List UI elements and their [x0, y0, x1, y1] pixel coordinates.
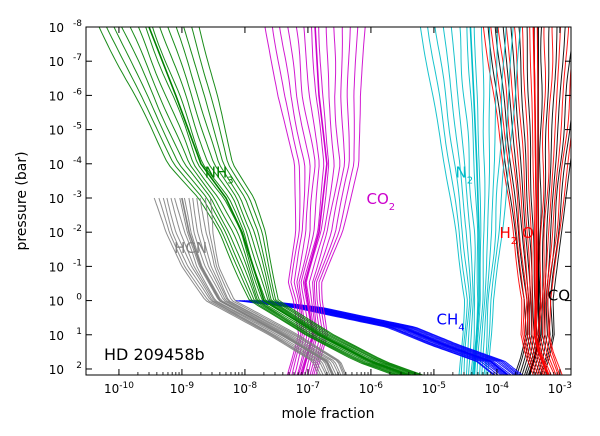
trace-co-7	[529, 27, 543, 375]
trace-nh3-11	[183, 27, 419, 375]
trace-co2-13	[315, 27, 366, 375]
trace-h2o-7	[535, 27, 550, 375]
trace-n2-1	[427, 27, 468, 375]
trace-hcn-9	[192, 197, 340, 375]
trace-nh3-2	[113, 27, 400, 375]
label-h2o: H2 O	[500, 224, 534, 247]
trace-h2o-5	[521, 27, 546, 375]
trace-n2-0	[419, 27, 465, 375]
trace-co-9	[534, 27, 558, 375]
trace-co-13	[543, 153, 571, 375]
trace-co-11	[539, 47, 571, 375]
trace-n2-8	[476, 27, 486, 375]
series-n2	[419, 27, 521, 375]
line-n2	[469, 27, 480, 375]
trace-n2-9	[479, 27, 491, 375]
trace-n2-11	[483, 27, 507, 375]
trace-nh3-1	[106, 27, 397, 375]
trace-hcn-2	[162, 197, 324, 375]
trace-h2o-13	[548, 133, 571, 375]
trace-n2-4	[450, 27, 474, 375]
trace-co2-11	[311, 27, 351, 375]
line-nh3	[148, 27, 410, 375]
trace-h2o-2	[497, 27, 539, 375]
line-h2o	[532, 27, 549, 375]
trace-nh3-9	[167, 27, 416, 375]
trace-ch4-4	[243, 300, 504, 375]
label-co: CO	[548, 287, 570, 305]
trace-co-12	[540, 113, 571, 375]
trace-n2-12	[485, 27, 514, 375]
trace-co-3	[510, 27, 533, 375]
trace-co2-10	[309, 27, 346, 375]
label-ch4: CH4	[437, 310, 465, 333]
series-hcn	[153, 197, 347, 375]
trace-h2o-10	[541, 27, 561, 375]
x-axis-label: mole fraction	[282, 406, 375, 422]
trace-nh3-7	[152, 27, 410, 375]
trace-h2o-3	[505, 27, 542, 375]
series-layer	[98, 27, 571, 375]
series-h2o	[482, 27, 571, 375]
trace-co-10	[537, 27, 566, 375]
label-nh3: NH3	[205, 163, 234, 186]
trace-hcn-1	[158, 197, 321, 375]
trace-h2o-11	[544, 27, 570, 375]
trace-n2-7	[473, 27, 482, 375]
trace-co2-4	[295, 27, 316, 375]
trace-hcn-5	[174, 197, 331, 375]
trace-nh3-8	[159, 27, 413, 375]
trace-n2-13	[487, 27, 521, 375]
line-hcn	[181, 197, 334, 375]
trace-co2-12	[313, 27, 359, 375]
trace-hcn-8	[188, 197, 337, 375]
trace-co2-8	[304, 27, 335, 375]
trace-co2-9	[307, 27, 341, 375]
trace-co2-7	[301, 27, 330, 375]
trace-co2-5	[298, 27, 320, 375]
trace-h2o-12	[547, 63, 571, 375]
trace-nh3-10	[175, 27, 418, 375]
trace-h2o-8	[537, 27, 552, 375]
trace-nh3-5	[138, 27, 406, 375]
trace-ch4-13	[264, 300, 523, 375]
trace-h2o-9	[538, 27, 555, 375]
trace-hcn-11	[199, 197, 344, 375]
trace-n2-5	[459, 27, 476, 375]
planet-annotation: HD 209458b	[104, 345, 205, 364]
trace-n2-3	[442, 27, 472, 375]
y-axis-label: pressure (bar)	[14, 151, 30, 250]
trace-hcn-13	[209, 197, 347, 375]
trace-hcn-10	[196, 197, 342, 375]
trace-nh3-12	[191, 27, 421, 375]
trace-nh3-13	[198, 27, 423, 375]
label-hcn: HCN	[174, 239, 207, 257]
trace-hcn-0	[153, 197, 319, 375]
trace-hcn-4	[170, 197, 329, 375]
trace-h2o-6	[529, 27, 548, 375]
trace-co2-1	[271, 27, 302, 375]
trace-nh3-4	[129, 27, 405, 375]
trace-h2o-1	[490, 27, 537, 375]
plot-frame	[85, 26, 572, 376]
series-nh3	[98, 27, 423, 375]
trace-n2-2	[434, 27, 471, 375]
trace-ch4-11	[259, 300, 519, 375]
trace-h2o-0	[482, 27, 534, 375]
trace-n2-10	[481, 27, 498, 375]
label-co2: CO2	[366, 190, 395, 213]
trace-hcn-12	[204, 197, 346, 375]
trace-h2o-4	[514, 27, 544, 375]
trace-hcn-3	[166, 197, 327, 375]
trace-nh3-3	[121, 27, 403, 375]
trace-co-4	[518, 27, 535, 375]
